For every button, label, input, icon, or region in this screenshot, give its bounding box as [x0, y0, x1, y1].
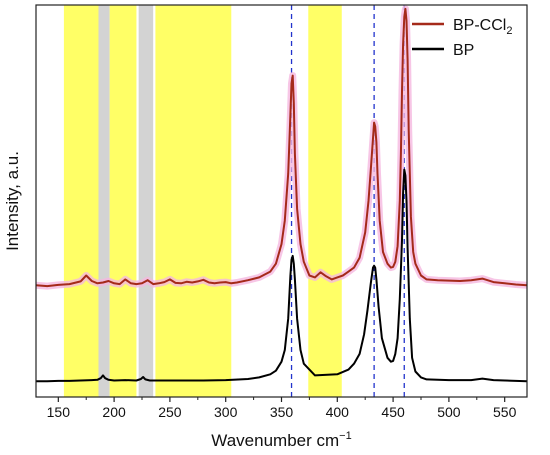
x-tick-label-300: 300 — [214, 404, 238, 420]
x-axis-title-main: Wavenumber cm — [211, 431, 339, 450]
legend-label-bp: BP — [453, 42, 474, 59]
highlight-band-5 — [308, 5, 342, 397]
x-axis-ticks: 150 200 250 300 350 400 450 500 550 — [47, 397, 517, 420]
x-tick-label-550: 550 — [493, 404, 517, 420]
x-tick-label-200: 200 — [102, 404, 126, 420]
series-line-bp-ccl2 — [35, 7, 528, 288]
x-axis-title-superscript: −1 — [339, 430, 352, 442]
legend: BP-CCl2 BP — [412, 17, 512, 59]
highlight-band-1 — [98, 5, 110, 397]
highlight-band-2 — [109, 5, 137, 397]
highlight-band-3 — [138, 5, 154, 397]
legend-label-bp-ccl2-subscript: 2 — [506, 25, 512, 37]
x-tick-label-150: 150 — [47, 404, 71, 420]
legend-label-bp-main: BP — [453, 42, 474, 59]
highlight-bands — [63, 5, 342, 397]
x-tick-label-450: 450 — [381, 404, 405, 420]
x-tick-label-400: 400 — [326, 404, 350, 420]
highlight-band-0 — [63, 5, 99, 397]
x-axis-title: Wavenumber cm−1 — [211, 430, 351, 450]
highlight-band-4 — [155, 5, 232, 397]
series-line-bp — [36, 168, 528, 383]
x-tick-label-500: 500 — [437, 404, 461, 420]
x-tick-label-350: 350 — [270, 404, 294, 420]
spectra — [35, 5, 528, 383]
x-tick-label-250: 250 — [158, 404, 182, 420]
legend-label-bp-ccl2: BP-CCl2 — [453, 17, 512, 37]
y-axis-title: Intensity, a.u. — [3, 151, 22, 251]
legend-label-bp-ccl2-main: BP-CCl — [453, 17, 506, 34]
